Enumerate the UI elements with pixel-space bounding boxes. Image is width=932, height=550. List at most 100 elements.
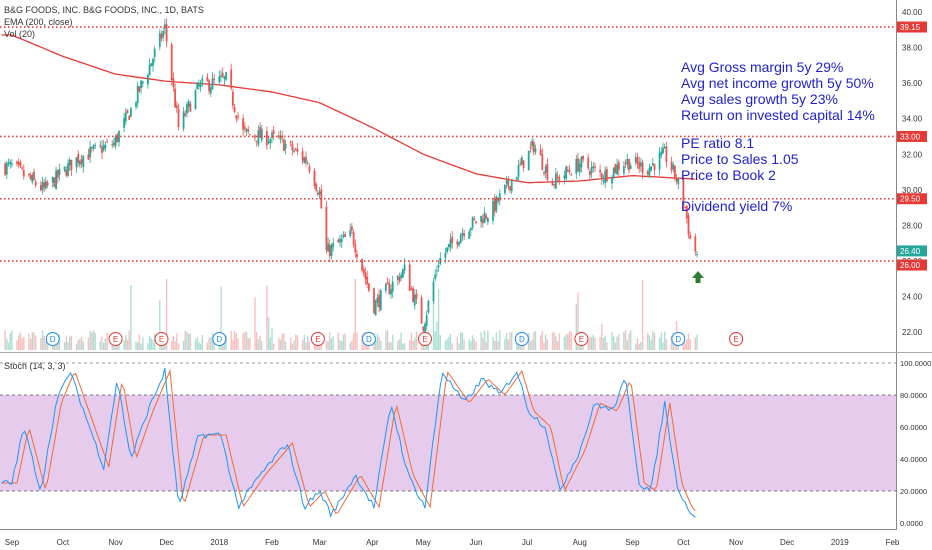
earnings-marker	[154, 332, 169, 346]
note-gross-margin: Avg Gross margin 5y 29%	[681, 59, 844, 75]
volume-bar	[295, 334, 297, 350]
volume-bar	[199, 343, 202, 350]
candle-body	[94, 144, 97, 146]
volume-bar	[495, 332, 498, 350]
volume-bar	[636, 338, 639, 350]
candle-body	[504, 184, 506, 194]
candle-body	[492, 201, 494, 221]
volume-bar	[41, 330, 44, 350]
candle-body	[682, 178, 685, 206]
candle-body	[677, 178, 680, 185]
candle-body	[306, 163, 309, 165]
candle-body	[425, 314, 428, 326]
volume-bar	[567, 333, 569, 350]
candle-body	[342, 234, 345, 238]
ema-200-line	[1, 34, 696, 184]
candle-body	[153, 48, 156, 58]
volume-bar	[79, 338, 81, 350]
volume-bar	[507, 339, 509, 350]
volume-bar	[148, 335, 151, 350]
candle-body	[565, 166, 567, 179]
candle-body	[225, 72, 227, 80]
candle-body	[75, 157, 78, 168]
volume-bar	[177, 343, 180, 350]
candle-body	[218, 76, 221, 83]
candle-body	[640, 162, 642, 167]
candle-body	[184, 113, 187, 116]
candle-body	[519, 163, 522, 165]
volume-bar	[152, 339, 154, 350]
candle-body	[388, 283, 391, 294]
candle-body	[617, 162, 620, 171]
volume-bar	[568, 331, 571, 350]
candle-body	[483, 212, 486, 223]
volume-bar	[458, 343, 460, 350]
candle-body	[470, 228, 472, 231]
volume-bar	[87, 337, 90, 350]
candle-body	[447, 244, 450, 247]
volume-bar	[137, 342, 139, 350]
candle-body	[354, 244, 357, 253]
candle-body	[79, 160, 81, 165]
volume-bar	[99, 341, 101, 350]
candle-body	[327, 243, 329, 252]
candle-body	[487, 218, 489, 222]
earnings-marker	[418, 332, 432, 346]
candle-body	[400, 274, 403, 278]
price-tick-label: 30.00	[902, 186, 923, 195]
candle-body	[436, 270, 438, 272]
candle-body	[41, 182, 44, 191]
volume-bar	[689, 339, 691, 350]
volume-bar	[266, 285, 268, 350]
time-tick-label: Nov	[108, 538, 122, 547]
volume-bar	[414, 337, 416, 350]
volume-bar	[147, 343, 149, 350]
volume-bar	[315, 342, 317, 350]
volume-bar	[259, 335, 261, 350]
candle-body	[332, 242, 335, 248]
volume-bar	[279, 339, 282, 350]
volume-bar	[640, 342, 642, 350]
time-tick-label: Mar	[313, 538, 327, 547]
candle-body	[158, 33, 161, 47]
candle-body	[303, 157, 306, 163]
candle-body	[283, 139, 285, 152]
candle-body	[612, 167, 615, 177]
volume-bar	[662, 342, 664, 350]
stoch-band	[0, 395, 896, 491]
volume-bar	[354, 278, 356, 350]
volume-bar	[69, 336, 71, 350]
candle-body	[235, 115, 238, 119]
candle-body	[485, 215, 488, 219]
volume-bar	[77, 340, 79, 350]
volume-bar	[33, 332, 35, 350]
candle-body	[87, 154, 90, 160]
volume-bar	[267, 317, 270, 350]
volume-bar	[509, 332, 511, 350]
earnings-marker	[574, 332, 589, 346]
candle-body	[412, 288, 414, 302]
volume-bar	[494, 340, 496, 350]
volume-bar	[242, 333, 244, 350]
candle-body	[308, 166, 311, 172]
volume-bar	[171, 341, 173, 350]
candle-body	[174, 88, 176, 108]
volume-bar	[29, 338, 32, 350]
candle-body	[325, 206, 328, 251]
price-tick-label: 36.00	[902, 79, 923, 88]
volume-bar	[80, 336, 83, 350]
candle-body	[148, 64, 151, 76]
candle-body	[362, 269, 365, 274]
volume-bar	[196, 337, 198, 350]
price-tick-label: 24.00	[902, 293, 923, 302]
candle-body	[211, 78, 214, 90]
candle-body	[563, 175, 566, 179]
candle-body	[284, 143, 287, 149]
volume-bar	[410, 332, 413, 350]
candle-body	[101, 146, 103, 154]
volume-bar	[511, 332, 513, 350]
volume-bar	[611, 331, 613, 350]
volume-bar	[485, 341, 487, 350]
candle-body	[58, 169, 61, 175]
time-tick-label: Jun	[470, 538, 483, 547]
